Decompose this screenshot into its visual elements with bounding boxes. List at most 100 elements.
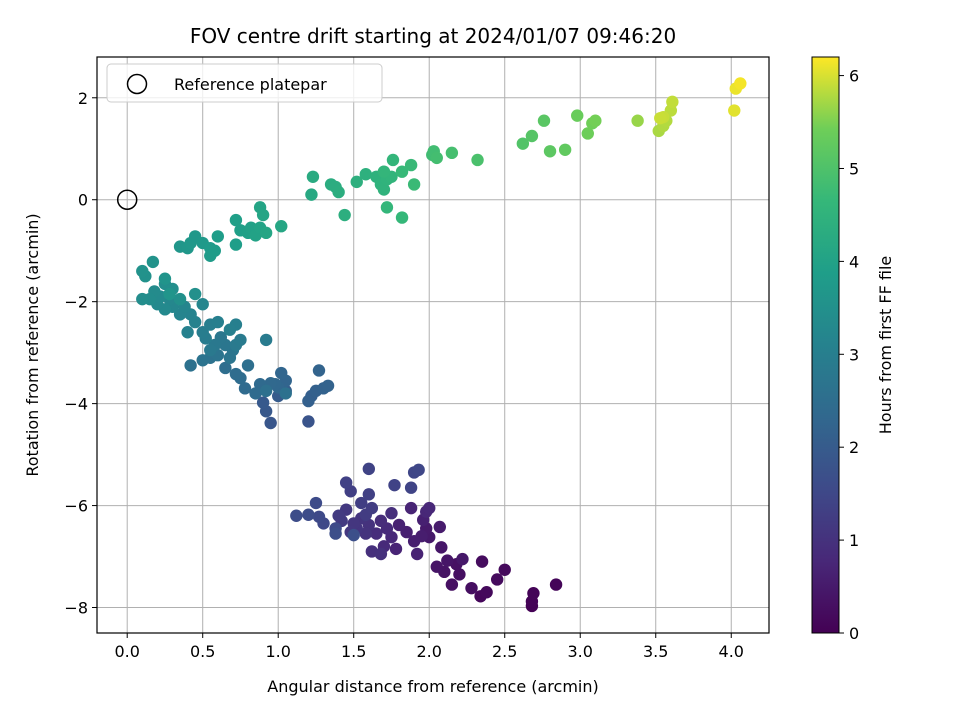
colorbar-label: Hours from first FF file xyxy=(876,256,895,435)
data-point xyxy=(404,501,418,515)
colorbar-tick-label: 3 xyxy=(849,345,859,364)
data-point xyxy=(456,552,469,566)
chart-title: FOV centre drift starting at 2024/01/07 … xyxy=(190,24,676,48)
data-point xyxy=(571,109,584,122)
data-point xyxy=(543,145,557,158)
data-point xyxy=(259,333,273,347)
colorbar-gradient xyxy=(811,56,840,634)
data-point xyxy=(302,394,315,408)
data-point xyxy=(480,586,493,599)
data-point xyxy=(377,165,391,178)
data-point xyxy=(321,379,335,392)
data-point xyxy=(275,220,288,233)
data-point xyxy=(404,481,418,494)
colorbar-tick-label: 5 xyxy=(849,159,859,178)
data-point xyxy=(430,560,443,573)
data-point xyxy=(302,415,315,428)
y-tick-label: 0 xyxy=(78,191,88,210)
data-point xyxy=(654,111,667,125)
x-tick-label: 1.5 xyxy=(341,642,366,661)
data-point xyxy=(329,527,342,540)
data-point xyxy=(347,528,360,542)
data-point xyxy=(377,183,391,196)
data-point xyxy=(435,541,448,554)
data-point xyxy=(359,168,372,181)
data-point xyxy=(380,201,394,214)
data-point xyxy=(136,264,149,278)
colorbar-tick-label: 4 xyxy=(849,252,859,271)
data-point xyxy=(279,387,292,400)
data-point xyxy=(211,315,225,329)
data-point xyxy=(475,555,489,568)
legend-box xyxy=(106,63,383,103)
data-point xyxy=(666,95,679,109)
colorbar-tick-label: 1 xyxy=(849,531,859,550)
plot-frame xyxy=(96,56,770,634)
x-tick-label: 2.5 xyxy=(492,642,517,661)
data-point xyxy=(196,354,209,367)
data-point xyxy=(445,578,459,591)
data-point xyxy=(374,547,388,561)
data-point xyxy=(441,554,454,567)
data-point xyxy=(453,568,466,581)
data-point xyxy=(163,287,176,301)
data-point xyxy=(158,272,172,285)
data-point xyxy=(395,211,409,224)
x-tick-label: 4.0 xyxy=(719,642,744,661)
data-point xyxy=(423,501,436,515)
data-point xyxy=(229,238,243,251)
data-point xyxy=(241,359,255,372)
y-tick-label: −2 xyxy=(64,293,88,312)
reference-marker xyxy=(116,189,138,210)
legend-label: Reference platepar xyxy=(174,75,327,94)
y-tick-label: −8 xyxy=(64,599,88,618)
data-point xyxy=(219,361,232,375)
data-point xyxy=(309,496,323,510)
data-point xyxy=(395,165,409,178)
data-point xyxy=(407,178,421,191)
data-point xyxy=(362,488,376,501)
data-point xyxy=(350,175,363,189)
x-tick-label: 3.5 xyxy=(643,642,668,661)
data-point xyxy=(256,208,270,222)
data-point xyxy=(433,520,446,534)
x-tick-label: 3.0 xyxy=(568,642,593,661)
data-point xyxy=(430,151,443,165)
x-tick-label: 2.0 xyxy=(416,642,441,661)
y-tick-label: −6 xyxy=(64,497,88,516)
x-axis-ticks: 0.0 0.5 1.0 1.5 2.0 2.5 3.0 3.5 4.0 xyxy=(114,633,744,661)
data-point xyxy=(385,507,398,520)
data-point xyxy=(516,137,530,150)
legend: Reference platepar xyxy=(106,63,383,103)
colorbar-ticks: 0 1 2 3 4 5 6 xyxy=(839,67,859,643)
data-point xyxy=(275,366,288,380)
data-point xyxy=(734,77,747,90)
data-point xyxy=(589,114,602,127)
data-point xyxy=(136,292,149,306)
data-point xyxy=(465,581,478,595)
data-point xyxy=(370,527,383,540)
data-point xyxy=(498,563,511,576)
data-point xyxy=(527,587,540,600)
data-point xyxy=(365,501,379,515)
data-point xyxy=(181,326,194,339)
data-point xyxy=(312,364,326,377)
legend-marker xyxy=(126,73,148,95)
data-point xyxy=(204,343,217,357)
data-point xyxy=(332,185,345,199)
data-point xyxy=(196,298,209,311)
data-point xyxy=(537,114,551,127)
data-point xyxy=(412,463,425,477)
grid-lines xyxy=(97,57,769,633)
scatter-points xyxy=(116,77,747,613)
data-point xyxy=(339,476,353,489)
data-point xyxy=(490,573,504,586)
x-tick-label: 1.0 xyxy=(265,642,290,661)
x-axis-label: Angular distance from reference (arcmin) xyxy=(267,677,598,696)
y-axis-label: Rotation from reference (arcmin) xyxy=(23,213,42,476)
data-point xyxy=(392,518,406,532)
colorbar-tick-label: 2 xyxy=(849,438,859,457)
data-point xyxy=(223,323,237,336)
data-point xyxy=(728,104,741,117)
